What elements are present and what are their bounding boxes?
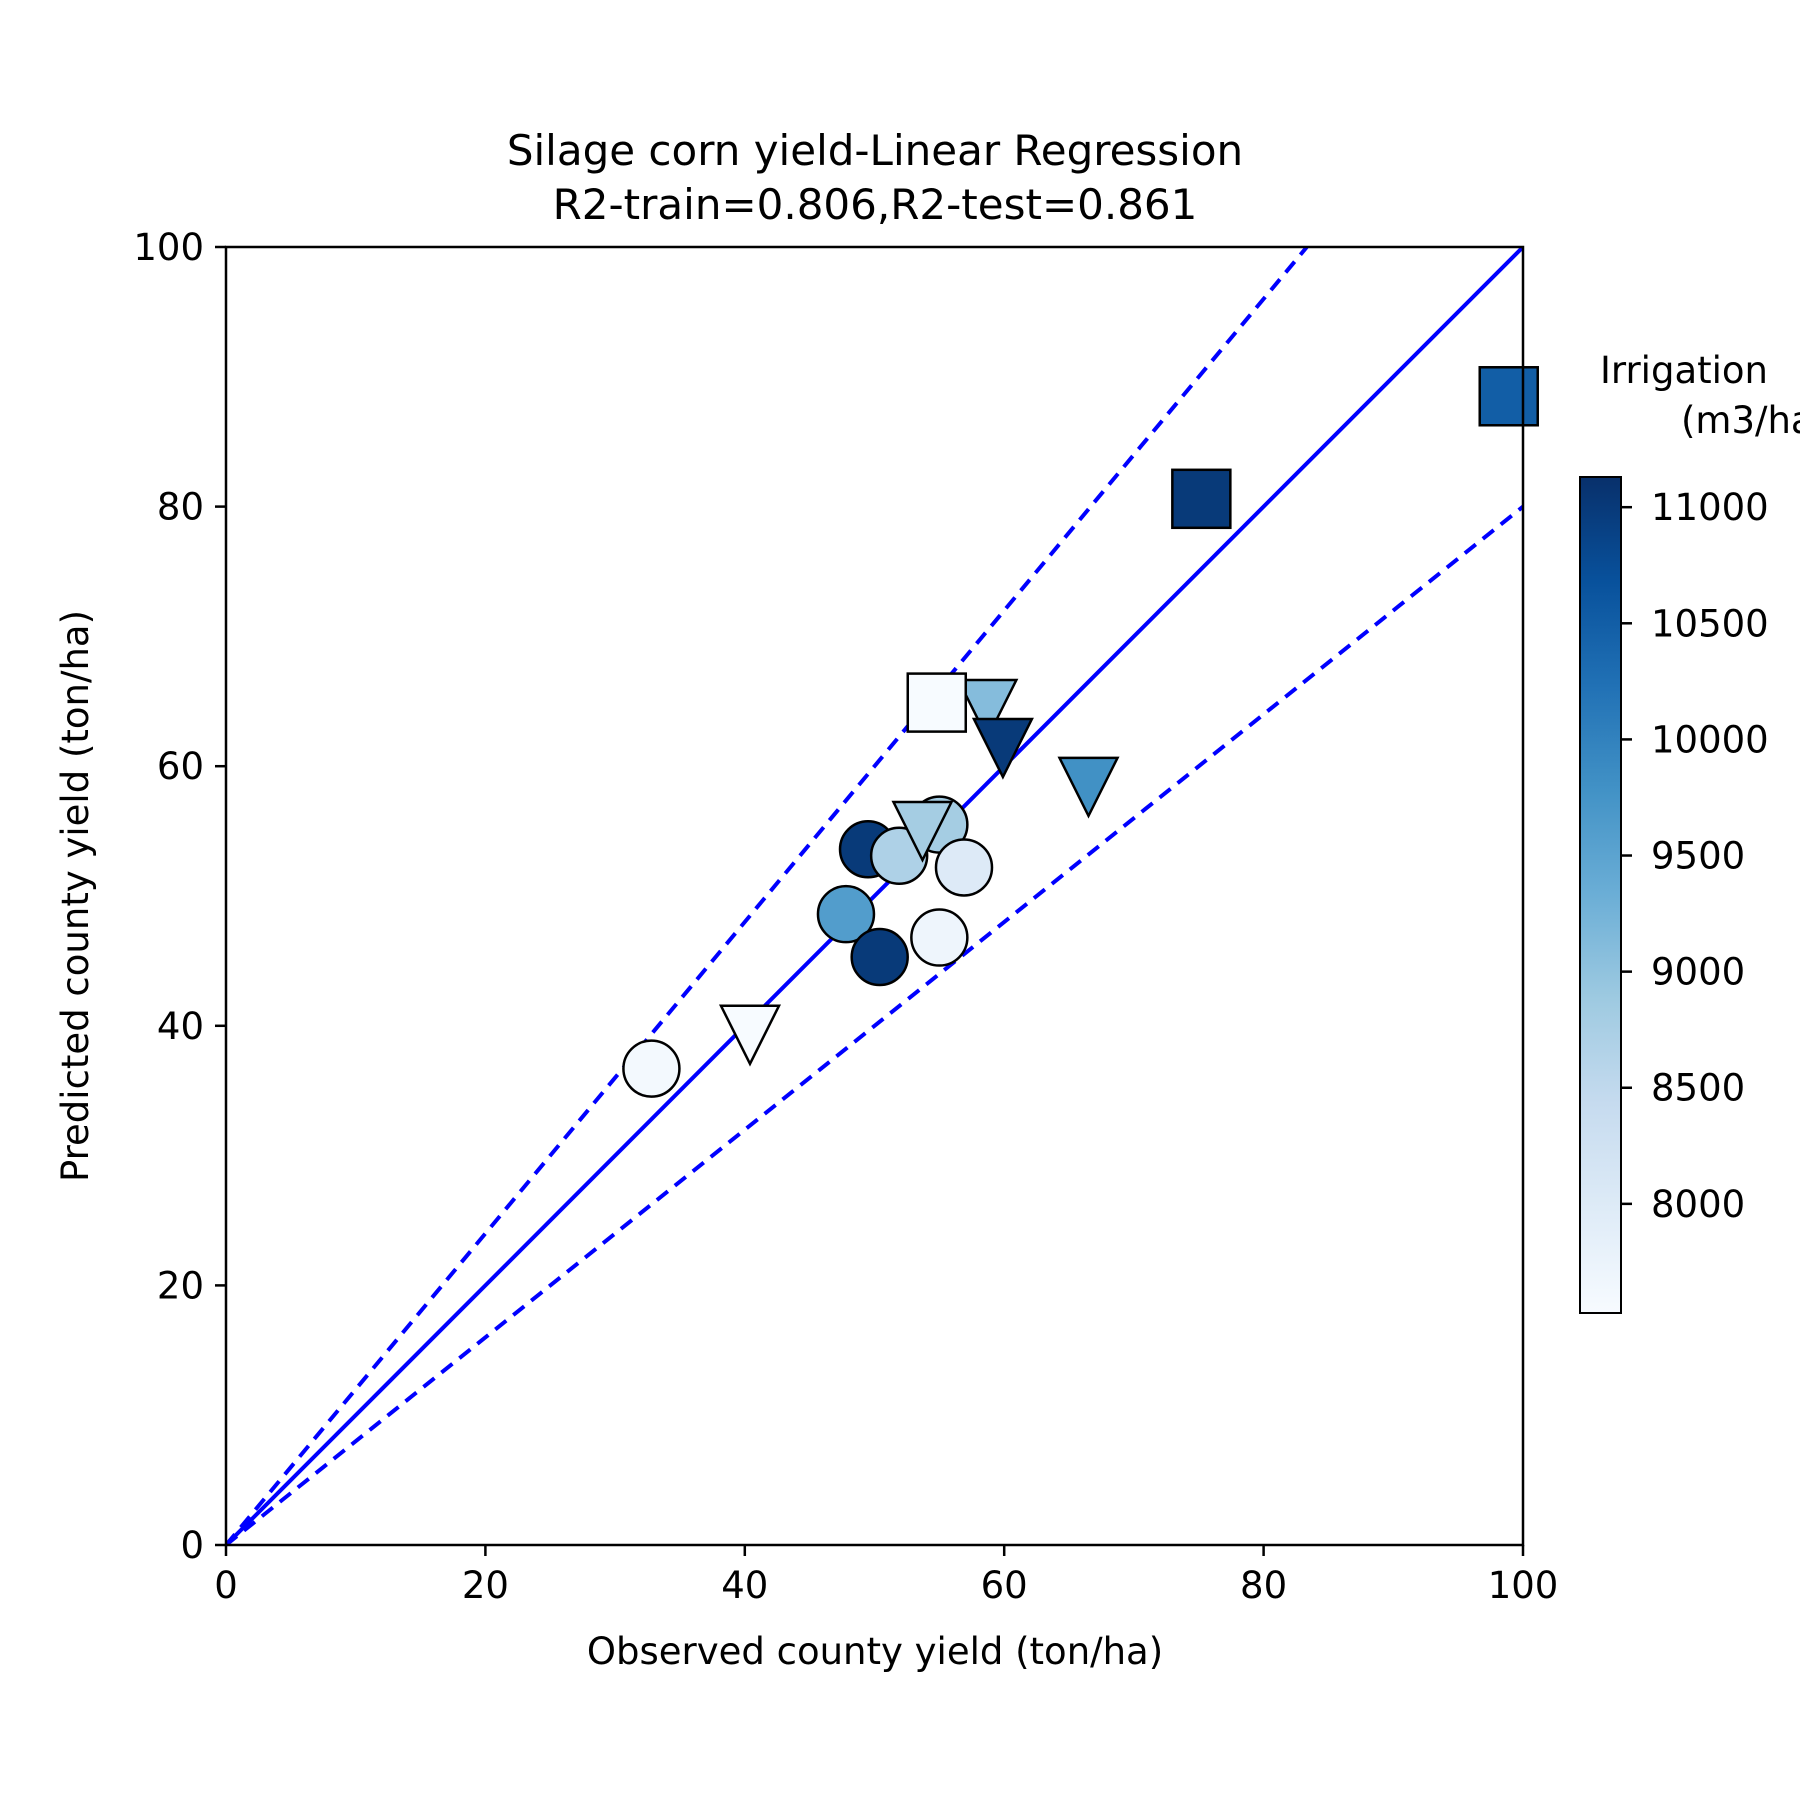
colorbar-title-line-1: Irrigation (1600, 349, 1768, 392)
reference-line-one-to-one (226, 247, 1523, 1545)
data-point-square (1171, 468, 1232, 530)
x-tick-label: 40 (721, 1564, 768, 1607)
colorbar-tick-label: 9000 (1651, 951, 1745, 994)
x-tick-label: 0 (214, 1564, 238, 1607)
x-axis-label: Observed county yield (ton/ha) (587, 1630, 1163, 1673)
x-tick-label: 100 (1488, 1564, 1559, 1607)
x-tick-label: 60 (981, 1564, 1028, 1607)
colorbar-tick-label: 8000 (1651, 1183, 1745, 1226)
data-point-triangle (956, 678, 1019, 741)
data-point-circle (910, 908, 969, 967)
data-point-circle (622, 1039, 681, 1098)
reference-line-dashed-2 (226, 505, 1523, 1545)
y-axis-ticks: 0 20 40 60 80 100 (133, 226, 226, 1567)
y-tick-label: 80 (157, 486, 204, 529)
x-tick-label: 80 (1240, 1564, 1287, 1607)
data-point-triangle (718, 1004, 782, 1067)
data-point-circle (934, 838, 994, 897)
data-points (622, 366, 1539, 1098)
colorbar (1579, 476, 1622, 1314)
colorbar-tick-label: 10000 (1651, 718, 1769, 761)
data-point-circle (816, 884, 876, 944)
y-tick-label: 0 (180, 1524, 204, 1567)
data-point-square (1478, 366, 1539, 427)
colorbar-ticks: 8000 8500 9000 9500 10000 10500 11000 (1621, 486, 1769, 1226)
data-point-square (906, 672, 968, 733)
chart-title-line-1: Silage corn yield-Linear Regression (507, 126, 1243, 175)
y-axis-label: Predicted county yield (ton/ha) (54, 610, 97, 1182)
colorbar-tick-label: 8500 (1651, 1067, 1745, 1110)
colorbar-tick-label: 10500 (1651, 602, 1769, 645)
y-tick-label: 40 (157, 1005, 204, 1048)
y-tick-label: 20 (157, 1264, 204, 1307)
data-point-triangle (1057, 756, 1120, 819)
plot-area-frame (224, 245, 1525, 1547)
colorbar-title-line-2: (m3/ha) (1681, 399, 1800, 442)
reference-line-dashed-1 (226, 247, 1309, 1545)
x-axis-ticks: 0 20 40 60 80 100 (214, 1545, 1558, 1607)
data-point-triangle (971, 717, 1034, 780)
chart-title-line-2: R2-train=0.806,R2-test=0.861 (553, 180, 1198, 229)
data-point-circle (850, 927, 909, 987)
colorbar-tick-label: 11000 (1651, 486, 1769, 529)
y-tick-label: 60 (157, 745, 204, 788)
colorbar-tick-label: 9500 (1651, 835, 1745, 878)
reference-lines (226, 247, 1523, 1545)
y-tick-label: 100 (133, 226, 204, 269)
x-tick-label: 20 (462, 1564, 509, 1607)
data-point-triangle (891, 800, 954, 863)
